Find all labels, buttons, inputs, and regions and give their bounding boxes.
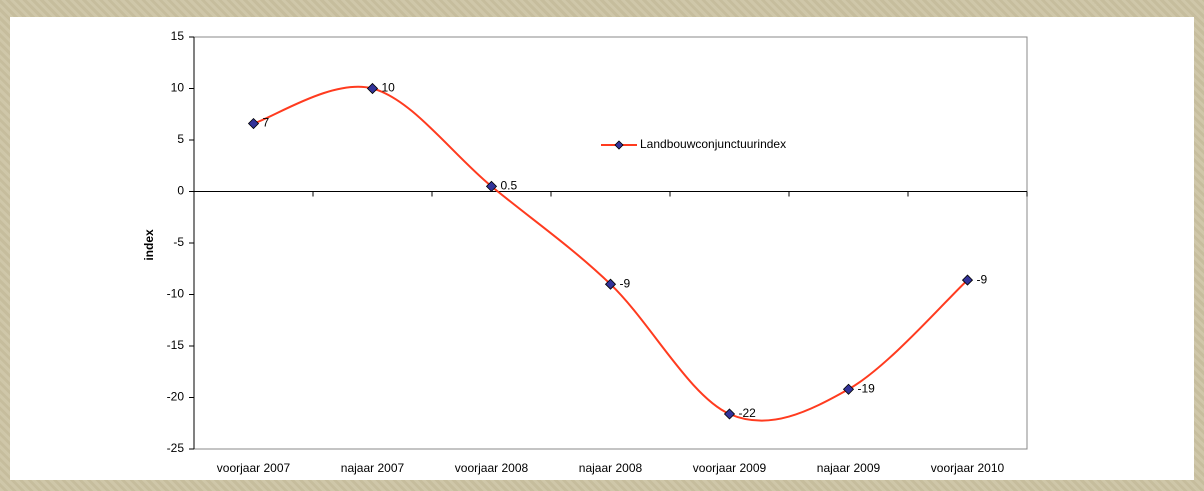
data-marker [842,383,855,395]
data-label: -9 [620,276,631,290]
data-marker [961,274,974,286]
data-label: 10 [382,81,396,95]
data-label: 7 [263,116,270,130]
y-tick-label: 10 [171,81,185,95]
x-tick-label: najaar 2009 [817,461,881,475]
data-label: -9 [977,272,988,286]
x-tick-label: voorjaar 2010 [931,461,1005,475]
y-axis-title: index [142,229,156,261]
x-tick-label: najaar 2007 [341,461,405,475]
data-label: -22 [739,406,757,420]
x-tick-label: najaar 2008 [579,461,643,475]
plot-area [193,36,1028,450]
data-marker [247,117,260,130]
data-label: 0.5 [501,179,518,193]
data-marker [366,82,379,95]
y-tick-label: 0 [177,184,184,198]
y-tick-label: -15 [167,338,185,352]
data-label: -19 [858,381,876,395]
x-tick-label: voorjaar 2007 [217,461,291,475]
y-tick-label: -20 [167,390,185,404]
x-tick-label: voorjaar 2008 [455,461,529,475]
y-tick-label: 5 [177,132,184,146]
y-tick-label: -25 [167,441,185,455]
chart-panel [10,17,1194,480]
y-tick-label: -10 [167,287,185,301]
data-marker [485,180,498,192]
series-line [253,85,969,422]
y-tick-label: 15 [171,29,185,43]
legend-marker [614,140,624,150]
data-marker [604,278,617,290]
legend-label: Landbouwconjunctuurindex [640,137,786,151]
data-marker [723,408,736,420]
y-tick-label: -5 [173,235,184,249]
x-tick-label: voorjaar 2009 [693,461,767,475]
